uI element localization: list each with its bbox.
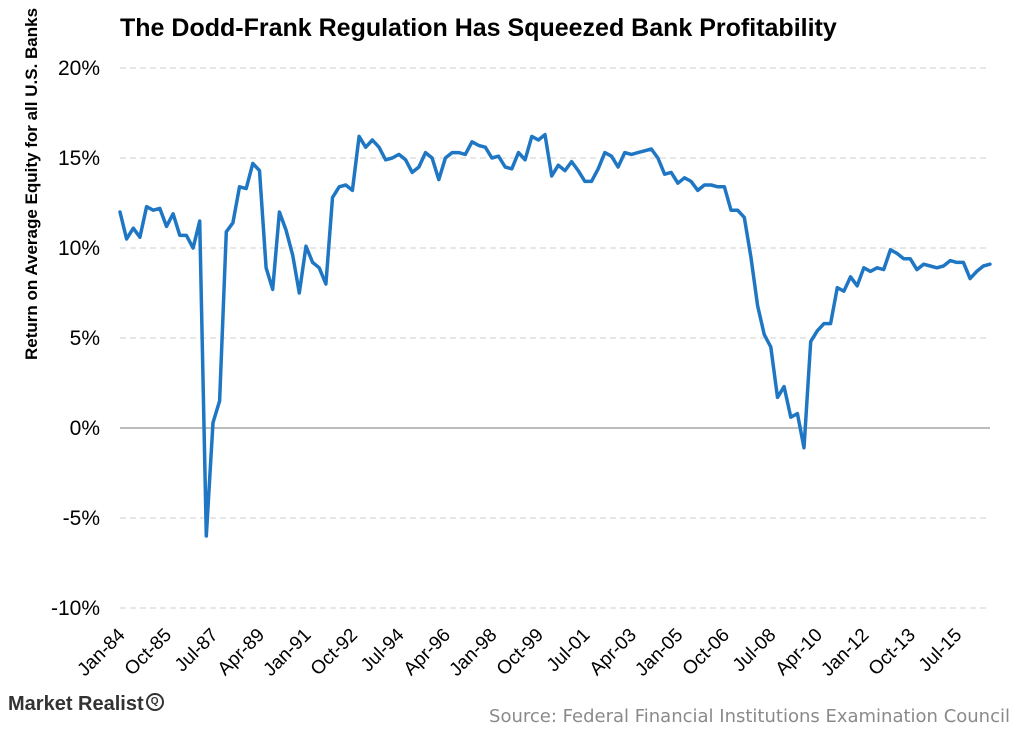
x-tick-label: Jul-08: [729, 625, 780, 676]
x-tick-label: Apr-03: [586, 625, 641, 680]
x-tick-label: Jan-84: [74, 624, 130, 680]
x-tick-label: Jan-05: [631, 625, 687, 681]
source-note: Source: Federal Financial Institutions E…: [489, 706, 1010, 727]
y-tick-labels: 20% 15% 10% 5% 0% -5% -10%: [51, 57, 100, 620]
series-line-roe: [118, 132, 992, 538]
x-tick-label: Oct-06: [679, 625, 734, 680]
chart-title: The Dodd-Frank Regulation Has Squeezed B…: [120, 14, 837, 42]
x-tick-label: Jul-94: [357, 624, 409, 676]
x-tick-label: Jul-01: [543, 625, 594, 676]
y-tick-label: 15%: [58, 147, 100, 170]
gridlines: [120, 67, 990, 609]
x-tick-label: Jul-15: [915, 625, 966, 676]
brand-name: Market Realist: [8, 693, 144, 715]
y-tick-label: 0%: [70, 417, 100, 440]
x-tick-label: Jul-87: [171, 625, 222, 676]
y-tick-label: -10%: [51, 597, 100, 620]
y-tick-label: 10%: [58, 237, 100, 260]
series-group: [118, 132, 992, 538]
x-tick-labels: Jan-84Oct-85Jul-87Apr-89Jan-91Oct-92Jul-…: [74, 624, 967, 680]
brand-mark-icon: Q: [145, 693, 164, 711]
x-tick-label: Apr-10: [772, 625, 827, 680]
x-tick-label: Apr-89: [214, 625, 269, 680]
y-tick-label: 5%: [70, 327, 100, 350]
x-tick-label: Oct-13: [865, 625, 920, 680]
x-tick-label: Jan-98: [446, 625, 502, 681]
x-tick-label: Jan-12: [817, 625, 873, 681]
x-tick-label: Oct-92: [307, 625, 362, 680]
y-tick-label: 20%: [58, 57, 100, 80]
x-tick-label: Oct-99: [493, 625, 548, 680]
x-tick-label: Jan-91: [260, 625, 316, 681]
x-tick-label: Apr-96: [400, 625, 455, 680]
x-tick-label: Oct-85: [121, 625, 176, 680]
brand-logo: Market Realist Q: [8, 693, 164, 716]
y-tick-label: -5%: [63, 507, 100, 530]
